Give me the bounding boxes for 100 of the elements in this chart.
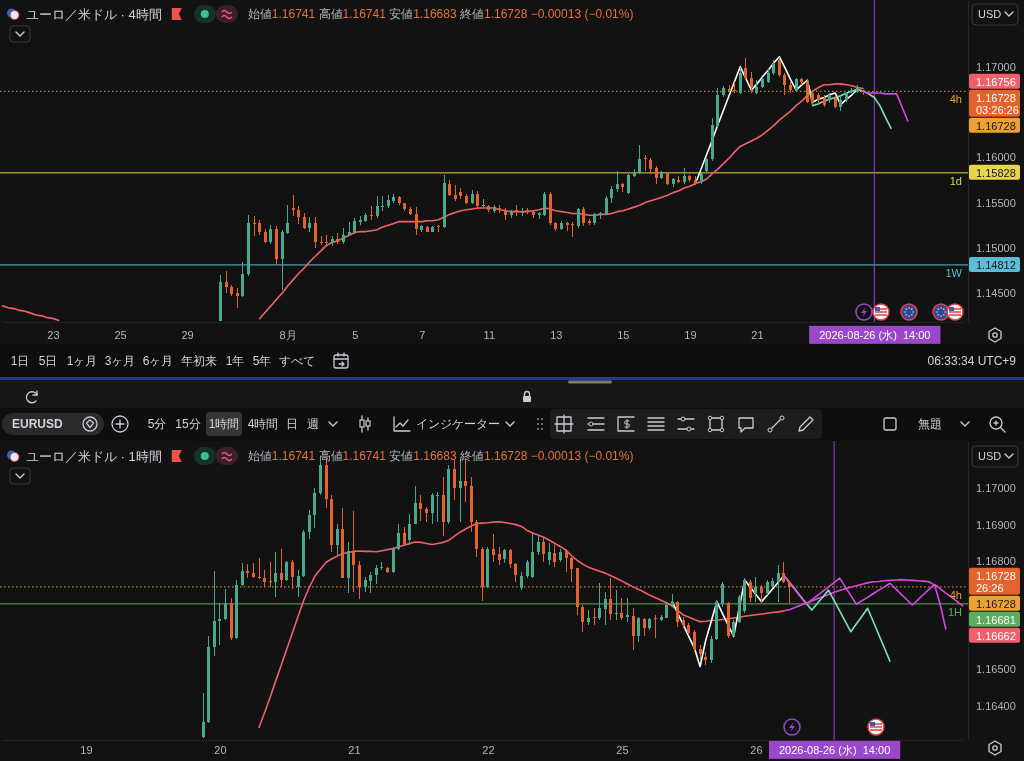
x-tick-label: 25 <box>114 328 127 341</box>
x-tick-label: 21 <box>751 328 764 341</box>
text: 1.16728 <box>976 119 1016 132</box>
ref-line-label: 1W <box>945 266 963 279</box>
ref-line-label: 1d <box>949 174 962 187</box>
y-tick-label: 1.14500 <box>976 287 1016 300</box>
line-series <box>258 520 785 729</box>
y-tick-label: 1.15000 <box>976 241 1016 254</box>
x-tick-label: 15 <box>617 328 630 341</box>
x-tick-label: 11 <box>483 328 495 341</box>
candlestick <box>269 561 272 587</box>
text: 1時間 <box>208 417 240 432</box>
text: USD <box>978 7 1002 20</box>
text: ユーロ／米ドル · 1時間 <box>26 448 162 464</box>
text: 無題 <box>918 417 942 432</box>
y-tick-label: 1.16500 <box>976 663 1016 676</box>
text: 6ヶ月 <box>142 354 174 369</box>
x-tick-label: 19 <box>684 328 697 341</box>
text: 週 <box>307 417 319 432</box>
candlestick <box>654 615 657 639</box>
candlestick <box>437 225 440 233</box>
candlestick <box>454 185 457 201</box>
candlestick <box>252 563 255 579</box>
text: 始値1.16741 高値1.16741 安値1.16683 終値1.16728 −0.00013 (−0.01%) <box>247 449 634 464</box>
text: 始値1.16741 高値1.16741 安値1.16683 終値1.16728 −0.00013 (−0.01%) <box>247 7 634 22</box>
x-tick-label: 21 <box>348 743 361 756</box>
candlestick <box>292 195 295 217</box>
ref-line-label: 1H <box>947 605 963 618</box>
x-tick-label: 22 <box>482 743 495 756</box>
x-tick-label: 26 <box>750 743 763 756</box>
candlestick <box>320 236 323 246</box>
candlestick <box>274 551 277 597</box>
text: USD <box>978 449 1002 462</box>
text: 1.16728 26:26 <box>976 569 1016 594</box>
x-tick-label: 25 <box>616 743 629 756</box>
candlestick <box>236 287 239 308</box>
line-series <box>783 574 891 662</box>
text: EURUSD <box>12 417 64 432</box>
x-tick-label: 19 <box>80 743 93 756</box>
text: すべて <box>279 354 315 369</box>
x-tick-label: 2026-08-26 (水) 14:00 <box>819 328 931 341</box>
text: 1日 <box>10 354 30 369</box>
y-tick-label: 1.15500 <box>976 196 1016 209</box>
text: ユーロ／米ドル · 4時間 <box>26 6 162 22</box>
x-tick-label: 5 <box>352 328 359 341</box>
candlestick <box>644 154 647 171</box>
x-tick-label: 2026-08-26 (水) 14:00 <box>778 743 891 756</box>
y-tick-label: 1.17000 <box>976 60 1016 73</box>
candlestick <box>436 491 439 522</box>
y-tick-label: 1.16800 <box>976 554 1016 567</box>
line-series <box>806 79 892 130</box>
text: 1.15828 <box>976 166 1016 179</box>
text: 1ヶ月 <box>66 354 98 369</box>
x-tick-label: 23 <box>47 328 60 341</box>
y-tick-label: 1.16000 <box>976 151 1016 164</box>
candlestick <box>325 235 328 246</box>
x-tick-label: 29 <box>181 328 194 341</box>
text: 3ヶ月 <box>104 354 136 369</box>
candlestick <box>850 88 853 93</box>
candlestick <box>593 608 596 625</box>
candlestick <box>359 216 362 226</box>
candlestick <box>482 198 485 209</box>
text: 15分 <box>175 417 201 432</box>
text: 06:33:34 UTC+9 <box>927 354 1017 369</box>
text: 4時間 <box>247 417 279 432</box>
x-tick-label: 8月 <box>279 328 297 341</box>
candlestick <box>571 221 574 238</box>
candlestick <box>258 558 261 579</box>
candlestick <box>218 603 221 645</box>
candlestick <box>733 82 736 93</box>
text: 1.16756 <box>976 75 1016 88</box>
x-tick-label: 20 <box>214 743 227 756</box>
candlestick <box>620 598 623 620</box>
text: 1年 <box>225 354 245 369</box>
ref-line-label: 4h <box>949 588 962 601</box>
candlestick <box>253 216 256 237</box>
line-series <box>862 90 909 122</box>
candlestick <box>370 206 373 220</box>
y-tick-label: 1.17000 <box>976 482 1016 495</box>
candlestick <box>280 548 283 587</box>
text: 日 <box>286 417 298 432</box>
candlestick <box>626 598 629 622</box>
y-tick-label: 1.16900 <box>976 518 1016 531</box>
candlestick <box>677 176 680 183</box>
x-tick-label: 7 <box>419 328 426 341</box>
line-series <box>671 574 785 668</box>
text: 5年 <box>252 354 272 369</box>
text: 5日 <box>38 354 58 369</box>
text: 1.16728 <box>976 597 1016 610</box>
text: 1.16662 <box>976 629 1016 642</box>
text: 年初来 <box>181 354 217 369</box>
ref-line-label: 4h <box>949 93 962 106</box>
text: 1.14812 <box>976 258 1016 271</box>
text: 5分 <box>147 417 167 432</box>
x-tick-label: 13 <box>550 328 563 341</box>
text: インジケーター <box>416 417 500 432</box>
candlestick <box>615 590 618 620</box>
y-tick-label: 1.16400 <box>976 699 1016 712</box>
candlestick <box>381 196 384 211</box>
candlestick <box>800 78 803 85</box>
